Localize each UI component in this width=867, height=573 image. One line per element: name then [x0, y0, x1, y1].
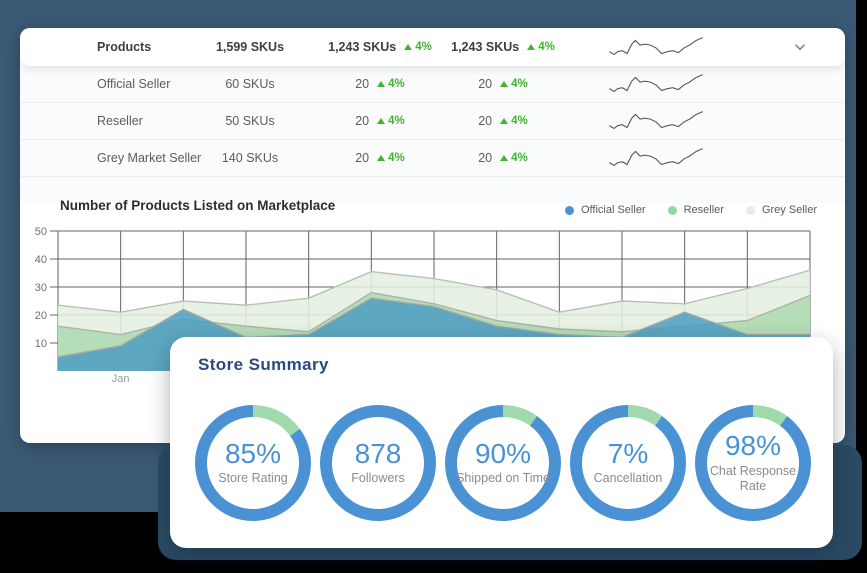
change-col1: 20 4%	[315, 140, 445, 176]
donut-hole	[582, 417, 674, 509]
up-caret-icon	[500, 155, 509, 161]
donut-hole	[457, 417, 549, 509]
up-caret-icon	[500, 81, 509, 87]
trend-sparkline	[606, 140, 706, 176]
trend-sparkline	[606, 28, 706, 66]
svg-text:30: 30	[35, 282, 47, 294]
metric-label: Cancellation	[593, 471, 663, 486]
card-title: Store Summary	[198, 355, 329, 374]
delta-value: 4%	[415, 41, 432, 53]
up-caret-icon	[527, 44, 536, 50]
donut-shipped-on-time: 90% Shipped on Time	[445, 405, 561, 521]
products-header-label: Products	[97, 40, 152, 54]
legend-item-grey-seller[interactable]: Grey Seller	[745, 204, 817, 216]
svg-text:Jan: Jan	[112, 373, 130, 385]
value: 20	[478, 77, 493, 91]
donut-store-rating: 85% Store Rating	[195, 405, 311, 521]
trend-sparkline	[606, 103, 706, 139]
skus-change-col2: 1,243 SKUs 4%	[438, 28, 568, 66]
change-col2: 20 4%	[438, 140, 568, 176]
value: 20	[478, 151, 493, 165]
legend-dot-green	[667, 205, 677, 215]
change-col2: 20 4%	[438, 103, 568, 139]
change-col1: 20 4%	[315, 103, 445, 139]
up-caret-icon	[500, 118, 509, 124]
donut-followers: 878 Followers	[320, 405, 436, 521]
skus-change-col1: 1,243 SKUs 4%	[315, 28, 445, 66]
value: 20	[355, 114, 370, 128]
chart-legend: Official Seller Reseller Grey Seller	[565, 204, 817, 216]
sku-count: 140 SKUs	[221, 151, 279, 165]
table-row[interactable]: Grey Market Seller 140 SKUs 20 4% 20 4%	[20, 140, 845, 177]
legend-label: Grey Seller	[761, 204, 817, 216]
legend-dot-blue	[565, 205, 574, 215]
delta-value: 4%	[388, 78, 405, 90]
trend-sparkline	[606, 66, 706, 102]
skus-value: 1,243 SKUs	[451, 40, 520, 54]
store-summary-card: Store Summary 85% Store Rating 878 Follo…	[170, 337, 833, 548]
seller-name: Official Seller	[97, 77, 171, 91]
delta-value: 4%	[538, 41, 555, 53]
sku-count: 50 SKUs	[225, 114, 275, 128]
svg-text:10: 10	[35, 338, 47, 350]
up-caret-icon	[377, 118, 386, 124]
donut-hole	[207, 417, 299, 509]
products-summary-row[interactable]: Products 1,599 SKUs 1,243 SKUs 4% 1,243 …	[20, 28, 845, 66]
metric-label: Followers	[351, 471, 405, 486]
chart-title: Number of Products Listed on Marketplace	[60, 198, 336, 213]
delta-value: 4%	[388, 115, 405, 127]
value: 20	[355, 77, 370, 91]
value: 20	[355, 151, 370, 165]
up-caret-icon	[377, 81, 386, 87]
skus-value: 1,243 SKUs	[328, 40, 397, 54]
metric-value: 98%	[724, 430, 782, 462]
up-caret-icon	[377, 155, 386, 161]
legend-label: Reseller	[683, 204, 724, 216]
sku-count: 60 SKUs	[225, 77, 275, 91]
metric-value: 90%	[474, 437, 532, 469]
svg-text:50: 50	[35, 226, 47, 238]
legend-item-reseller[interactable]: Reseller	[667, 204, 724, 216]
legend-item-official-seller[interactable]: Official Seller	[565, 204, 646, 216]
delta-value: 4%	[511, 152, 528, 164]
donut-chat-response-rate: 98% Chat Response Rate	[695, 405, 811, 521]
svg-text:40: 40	[35, 254, 47, 266]
donut-cancellation: 7% Cancellation	[570, 405, 686, 521]
table-rows-background	[20, 66, 845, 203]
total-skus-value: 1,599 SKUs	[215, 40, 285, 54]
metric-value: 878	[354, 437, 402, 469]
metric-label: Shipped on Time	[456, 471, 550, 486]
delta-value: 4%	[388, 152, 405, 164]
legend-label: Official Seller	[581, 204, 646, 216]
chevron-down-icon[interactable]	[782, 28, 818, 66]
table-row[interactable]: Official Seller 60 SKUs 20 4% 20 4%	[20, 66, 845, 103]
seller-name: Grey Market Seller	[97, 151, 202, 165]
metric-label: Chat Response Rate	[709, 463, 797, 494]
up-caret-icon	[404, 44, 413, 50]
delta-value: 4%	[511, 78, 528, 90]
delta-value: 4%	[511, 115, 528, 127]
metric-label: Store Rating	[218, 471, 288, 486]
change-col2: 20 4%	[438, 66, 568, 102]
seller-name: Reseller	[97, 114, 143, 128]
svg-text:20: 20	[35, 310, 47, 322]
donut-metrics-row: 85% Store Rating 878 Followers 90% Shipp…	[195, 405, 811, 521]
metric-value: 7%	[607, 437, 649, 469]
value: 20	[478, 114, 493, 128]
metric-value: 85%	[224, 437, 282, 469]
legend-dot-grey	[745, 205, 755, 215]
donut-hole	[332, 417, 424, 509]
change-col1: 20 4%	[315, 66, 445, 102]
donut-hole	[707, 417, 799, 509]
table-row[interactable]: Reseller 50 SKUs 20 4% 20 4%	[20, 103, 845, 140]
